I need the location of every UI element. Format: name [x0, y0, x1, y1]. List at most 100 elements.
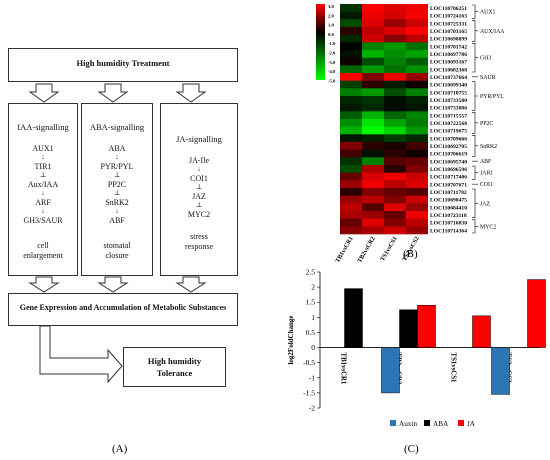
- group-bracket: [472, 188, 478, 218]
- iaa-box: IAA-signalling AUX1 ↓ TIR1 ⊥ Aux/IAA ↓ A…: [8, 103, 78, 276]
- gene-label: LOC110698475: [430, 198, 467, 204]
- aba-item: SnRK2: [105, 198, 129, 207]
- gene-label: LOC110710755: [430, 90, 467, 96]
- y-tick-label: -0.5: [303, 358, 315, 367]
- heatmap-cell: [384, 57, 406, 66]
- aba-outcome: closure: [105, 251, 129, 260]
- legend-label: JA: [467, 420, 476, 428]
- heatmap-cell: [340, 226, 362, 235]
- bar-legend: Auxin ABA JA: [390, 420, 476, 428]
- ja-item: COI1: [190, 174, 208, 183]
- panel-label-b: (B): [403, 248, 418, 260]
- panel-label-a: (A): [112, 443, 128, 455]
- iaa-outcome: cell: [37, 241, 49, 250]
- ja-outcome: stress: [190, 232, 208, 241]
- heatmap-cell: [362, 50, 384, 58]
- heatmap-cell: [340, 211, 362, 219]
- scale-tick-label: -1.0: [328, 41, 336, 46]
- gene-label: LOC110719675: [430, 129, 467, 135]
- ja-link: ⊥: [195, 183, 203, 191]
- iaa-link: ↓: [41, 207, 45, 215]
- ja-item: JA-Ile: [189, 156, 209, 165]
- aba-item: PYR/PYL: [100, 162, 134, 171]
- group-label: ABF: [480, 159, 492, 165]
- iaa-item: Aux/IAA: [27, 180, 59, 189]
- heatmap-cell: [362, 103, 384, 112]
- heatmap-cell: [406, 34, 428, 43]
- gene-label: LOC110725331: [430, 21, 467, 27]
- group-label: JAR1: [480, 171, 493, 177]
- heatmap-cell: [340, 96, 362, 104]
- heatmap-cell: [384, 111, 406, 120]
- ja-item: JAZ: [192, 192, 206, 201]
- gene-label: LOC110722568: [430, 121, 467, 127]
- bar-ja: [417, 304, 436, 348]
- heatmap-cell: [384, 4, 406, 12]
- heatmap-cell: [340, 126, 362, 135]
- group-label: SnRK2: [480, 144, 497, 150]
- heatmap-cell: [340, 157, 362, 166]
- gene-expression-label: Gene Expression and Accumulation of Meta…: [19, 303, 227, 312]
- gene-label: LOC110697786: [430, 52, 467, 58]
- gene-label: LOC110706251: [430, 6, 467, 12]
- gene-label: LOC110696596: [430, 167, 467, 173]
- heatmap-cell: [362, 180, 384, 189]
- gene-label: LOC110724163: [430, 14, 467, 20]
- bar-aba: [344, 288, 363, 348]
- heatmap-cell: [340, 27, 362, 35]
- heatmap-cell: [362, 88, 384, 97]
- iaa-link: ↓: [41, 189, 45, 197]
- heatmap-cell: [362, 226, 384, 235]
- tolerance-box: High humidity Tolerance: [123, 347, 226, 387]
- heatmap-cell: [362, 27, 384, 35]
- aba-link: ↓: [115, 207, 119, 215]
- heatmap-cell: [384, 50, 406, 58]
- group-label: AUX1: [480, 10, 496, 16]
- heatmap-cell: [384, 88, 406, 97]
- heatmap-cell: [340, 134, 362, 143]
- heatmap-cell: [340, 142, 362, 150]
- heatmap-cell: [340, 165, 362, 173]
- heatmap-cell: [406, 50, 428, 58]
- group-bracket: [472, 43, 478, 73]
- group-bracket: [472, 219, 478, 234]
- gene-label: LOC110737664: [430, 75, 467, 81]
- iaa-item: ARF: [35, 198, 51, 207]
- gene-label: LOC110733886: [430, 106, 467, 112]
- group-label: COI1: [480, 182, 493, 188]
- heatmap-cell: [362, 203, 384, 212]
- x-category-label: TS1vsCS1: [450, 353, 457, 383]
- heatmap-cell: [384, 226, 406, 235]
- heatmap-cell: [384, 73, 406, 81]
- treatment-box: High humidity Treatment: [8, 48, 238, 82]
- heatmap-cell: [406, 4, 428, 12]
- group-label: AUX/IAA: [480, 29, 505, 35]
- heatmap-cell: [384, 11, 406, 20]
- heatmap-cell: [340, 50, 362, 58]
- heatmap-cell: [340, 203, 362, 212]
- heatmap-cell: [406, 11, 428, 20]
- aba-item: ABF: [109, 216, 125, 225]
- heatmap-cell: [406, 172, 428, 181]
- aba-item: ABA: [108, 144, 126, 153]
- heatmap-cell: [340, 42, 362, 51]
- group-label: SAUR: [480, 75, 496, 81]
- gene-label: LOC110703165: [430, 29, 467, 35]
- aba-link: ↓: [115, 153, 119, 161]
- heatmap-cell: [406, 226, 428, 235]
- y-tick-label: 2: [311, 283, 315, 292]
- heatmap-cell: [384, 96, 406, 104]
- legend-label: Auxin: [399, 420, 417, 428]
- ja-link: ⊥: [195, 201, 203, 209]
- aba-title: ABA-signalling: [89, 122, 145, 132]
- heatmap-cell: [406, 142, 428, 150]
- gene-label: LOC110714364: [430, 228, 467, 234]
- heatmap-cell: [384, 142, 406, 150]
- heatmap-cell: [384, 188, 406, 196]
- heatmap-cell: [362, 4, 384, 12]
- scale-tick-label: 2.0: [328, 13, 334, 18]
- heatmap-cell: [384, 34, 406, 43]
